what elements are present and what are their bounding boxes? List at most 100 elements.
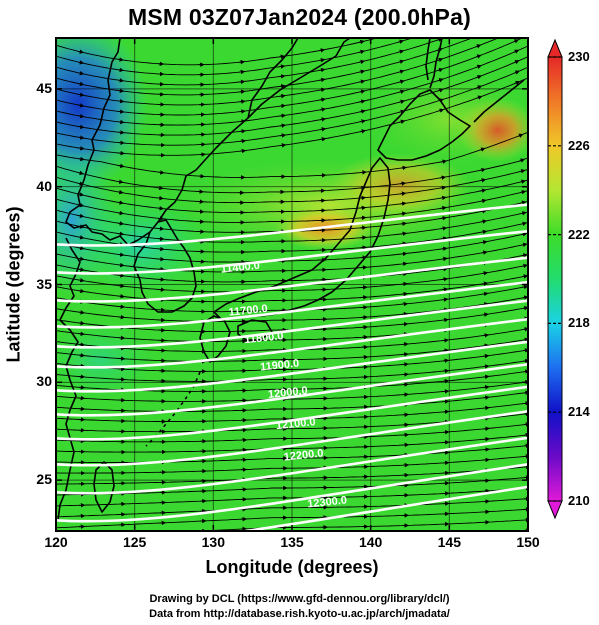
streamline-arrow <box>117 67 125 73</box>
streamline-arrow <box>480 219 488 224</box>
streamline-arrow <box>475 74 483 80</box>
streamline-arrow <box>359 79 366 84</box>
streamline-arrow <box>279 113 287 119</box>
colorbar-tick-label: 222 <box>568 226 590 242</box>
streamline-arrow <box>399 109 406 114</box>
streamline-arrow <box>440 195 447 201</box>
streamline <box>56 38 414 76</box>
height-contour <box>56 256 528 303</box>
streamline-arrow <box>475 15 479 17</box>
streamline-arrow <box>476 95 483 100</box>
streamline <box>56 508 528 529</box>
streamline <box>56 455 528 474</box>
streamline-arrow <box>400 231 408 236</box>
y-tick-label: 40 <box>36 177 52 194</box>
credit-data-source: Data from http://database.rish.kyoto-u.a… <box>149 608 450 620</box>
streamline <box>56 381 528 402</box>
y-tick-label: 35 <box>36 275 52 292</box>
streamline-arrow <box>482 302 489 307</box>
streamline-arrow <box>117 189 124 195</box>
colorbar-gradient <box>547 56 563 502</box>
streamline-arrow <box>118 252 125 257</box>
streamline-arrow <box>523 348 528 353</box>
streamline-arrow <box>474 4 478 6</box>
streamline-arrow <box>239 138 247 144</box>
coast-china-east <box>57 237 81 521</box>
streamline-arrow <box>78 70 85 76</box>
contour-label: 12000.0 <box>267 385 308 401</box>
x-tick-label: 140 <box>358 534 383 550</box>
streamline-arrow <box>514 80 521 86</box>
streamline <box>56 243 528 273</box>
streamline <box>56 38 379 66</box>
height-contour <box>56 362 528 417</box>
streamline-arrow <box>475 54 482 59</box>
streamline-arrow <box>359 69 366 74</box>
streamline-arrow <box>77 60 85 65</box>
streamline-arrow <box>483 374 490 380</box>
streamline-arrow <box>520 221 527 226</box>
streamline-arrow <box>78 256 85 261</box>
x-tick-label: 135 <box>280 534 304 550</box>
streamline-arrow <box>400 211 407 216</box>
streamline-arrow <box>279 133 287 138</box>
streamline-arrow <box>398 49 405 54</box>
streamline-arrow <box>400 201 407 206</box>
streamline <box>56 349 528 372</box>
colorbar <box>547 38 563 520</box>
streamline <box>56 232 528 263</box>
streamline-arrow <box>118 88 125 93</box>
streamline-arrow <box>440 226 448 231</box>
streamline-arrow <box>78 235 85 240</box>
streamline-arrow <box>117 200 124 205</box>
streamline-arrow <box>476 38 482 39</box>
streamline-arrow <box>481 240 488 245</box>
colorbar-tick-label: 214 <box>568 404 590 420</box>
streamline-arrow <box>398 99 406 104</box>
streamline <box>56 275 528 303</box>
streamline <box>56 423 528 443</box>
streamline-arrow <box>519 190 527 195</box>
streamline <box>56 466 528 485</box>
streamline-arrow <box>278 54 286 59</box>
streamline-arrow <box>157 195 164 201</box>
height-contour <box>56 340 528 393</box>
streamline-arrow <box>441 236 448 241</box>
streamline-arrow <box>475 64 482 69</box>
streamline-arrow <box>78 135 85 140</box>
colorbar-tick-label: 230 <box>568 49 590 64</box>
streamline-arrow <box>517 133 524 138</box>
streamline-arrow <box>483 353 490 359</box>
streamline-arrow <box>441 256 448 262</box>
y-axis-label-text: Latitude (degrees) <box>3 206 24 363</box>
streamline-arrow <box>399 181 407 186</box>
streamline-arrow <box>442 297 449 302</box>
streamline-arrow <box>118 109 125 114</box>
streamline-arrow <box>400 241 408 247</box>
streamline <box>56 179 528 213</box>
y-tick-label: 45 <box>36 79 52 96</box>
streamline <box>56 498 528 518</box>
streamline-arrow <box>400 221 407 226</box>
x-tick-label: 130 <box>201 534 225 550</box>
streamline-arrow <box>513 60 520 65</box>
colorbar-min-triangle <box>547 500 563 520</box>
axis-tick-marks <box>55 38 529 531</box>
streamline-arrow <box>359 89 366 94</box>
streamline-arrow <box>117 57 124 62</box>
streamline-arrow <box>117 221 125 226</box>
chart-title: MSM 03Z07Jan2024 (200.0hPa) <box>128 4 471 30</box>
streamline-arrow <box>480 198 487 204</box>
height-contour <box>56 317 528 369</box>
streamline-arrow <box>522 337 528 343</box>
streamline <box>56 38 500 106</box>
streamline-arrow <box>480 188 487 193</box>
streamline-arrow <box>440 185 447 191</box>
streamline-arrow <box>78 81 85 87</box>
streamline-arrow <box>77 49 85 54</box>
streamline-arrow <box>522 327 528 332</box>
streamline-arrow <box>318 48 326 53</box>
streamline <box>56 157 528 194</box>
streamline-arrow <box>359 129 367 134</box>
height-contour <box>56 280 528 329</box>
